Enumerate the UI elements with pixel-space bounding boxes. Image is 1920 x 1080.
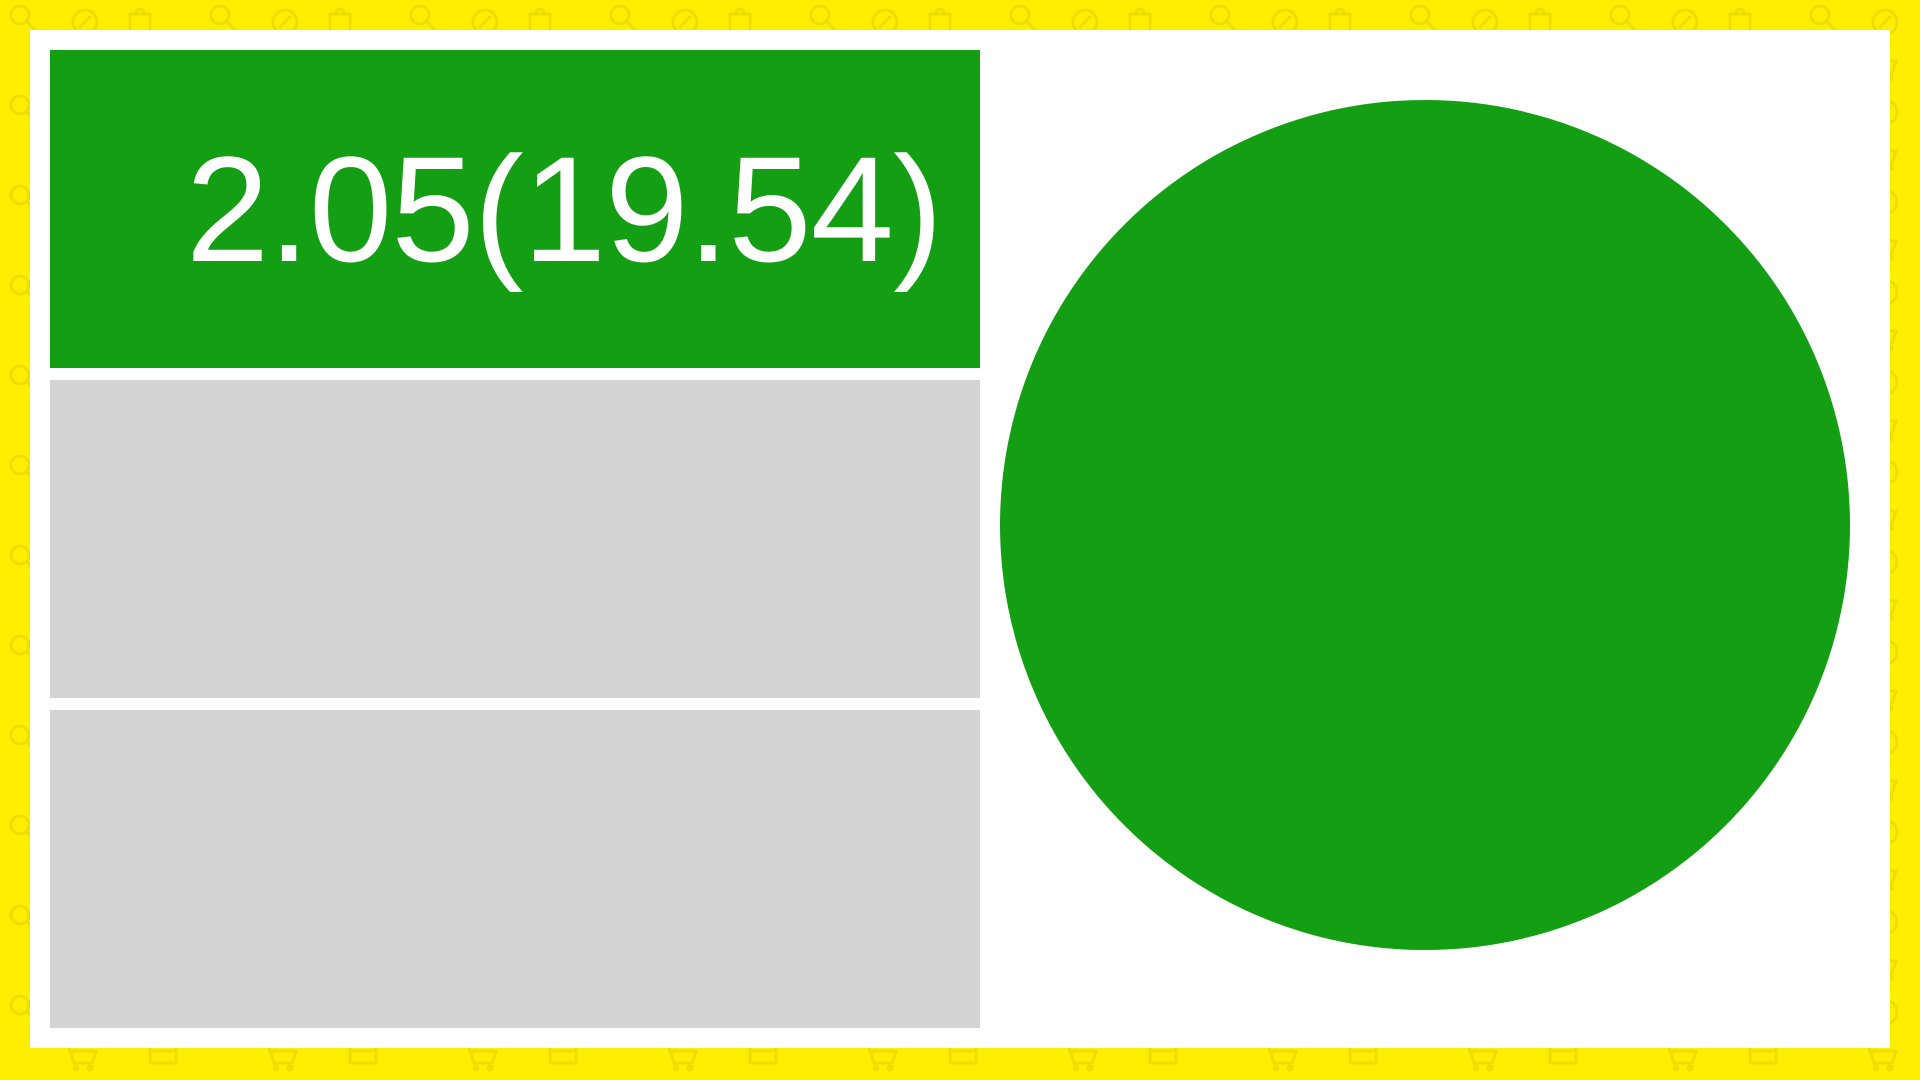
value-readout-2 [50, 380, 980, 698]
value-tile-3 [50, 710, 980, 1028]
dashboard-panel: 2.05(19.54) [30, 30, 1890, 1048]
value-readout-3 [50, 710, 980, 1028]
status-indicator-circle [1000, 100, 1850, 950]
value-readout: 2.05(19.54) [185, 125, 943, 293]
value-tile-1: 2.05(19.54) [50, 50, 980, 368]
value-tile-2 [50, 380, 980, 698]
